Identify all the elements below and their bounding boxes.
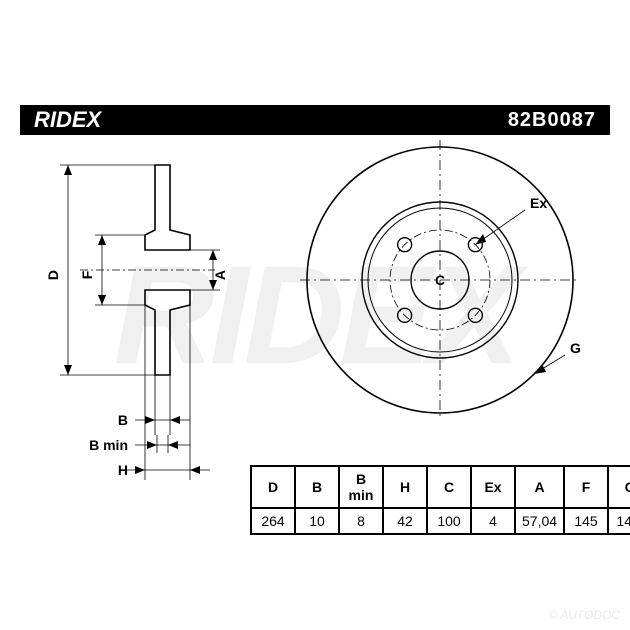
callout-a: A xyxy=(212,270,228,280)
col-F: F xyxy=(564,466,608,508)
callout-c: C xyxy=(435,272,445,288)
callout-b: B xyxy=(118,412,128,428)
spec-table: D B B min H C Ex A F G 264 10 8 42 100 4… xyxy=(250,465,630,535)
watermark-copyright: © AUTODOC xyxy=(548,608,620,622)
val-F: 145 xyxy=(564,508,608,534)
brand-label: RIDEX xyxy=(34,107,101,133)
callout-d: D xyxy=(45,270,61,280)
col-A: A xyxy=(515,466,564,508)
callout-h: H xyxy=(118,462,128,478)
callout-g: G xyxy=(570,340,581,356)
drawing-area: D F A B B min H xyxy=(20,135,610,580)
val-A: 57,04 xyxy=(515,508,564,534)
callout-bmin: B min xyxy=(89,437,128,453)
col-H: H xyxy=(383,466,427,508)
front-view: C Ex G xyxy=(270,130,610,450)
val-D: 264 xyxy=(251,508,295,534)
part-number: 82B0087 xyxy=(508,109,596,132)
col-D: D xyxy=(251,466,295,508)
val-Ex: 4 xyxy=(471,508,515,534)
col-Bmin: B min xyxy=(339,466,383,508)
table-value-row: 264 10 8 42 100 4 57,04 145 14,2 xyxy=(251,508,630,534)
col-G: G xyxy=(608,466,630,508)
val-B: 10 xyxy=(295,508,339,534)
callout-ex: Ex xyxy=(530,195,547,211)
table-header-row: D B B min H C Ex A F G xyxy=(251,466,630,508)
callout-f: F xyxy=(79,270,95,279)
val-C: 100 xyxy=(427,508,471,534)
side-view: D F A B B min H xyxy=(20,135,250,505)
val-Bmin: 8 xyxy=(339,508,383,534)
col-C: C xyxy=(427,466,471,508)
val-H: 42 xyxy=(383,508,427,534)
val-G: 14,2 xyxy=(608,508,630,534)
col-Ex: Ex xyxy=(471,466,515,508)
col-B: B xyxy=(295,466,339,508)
